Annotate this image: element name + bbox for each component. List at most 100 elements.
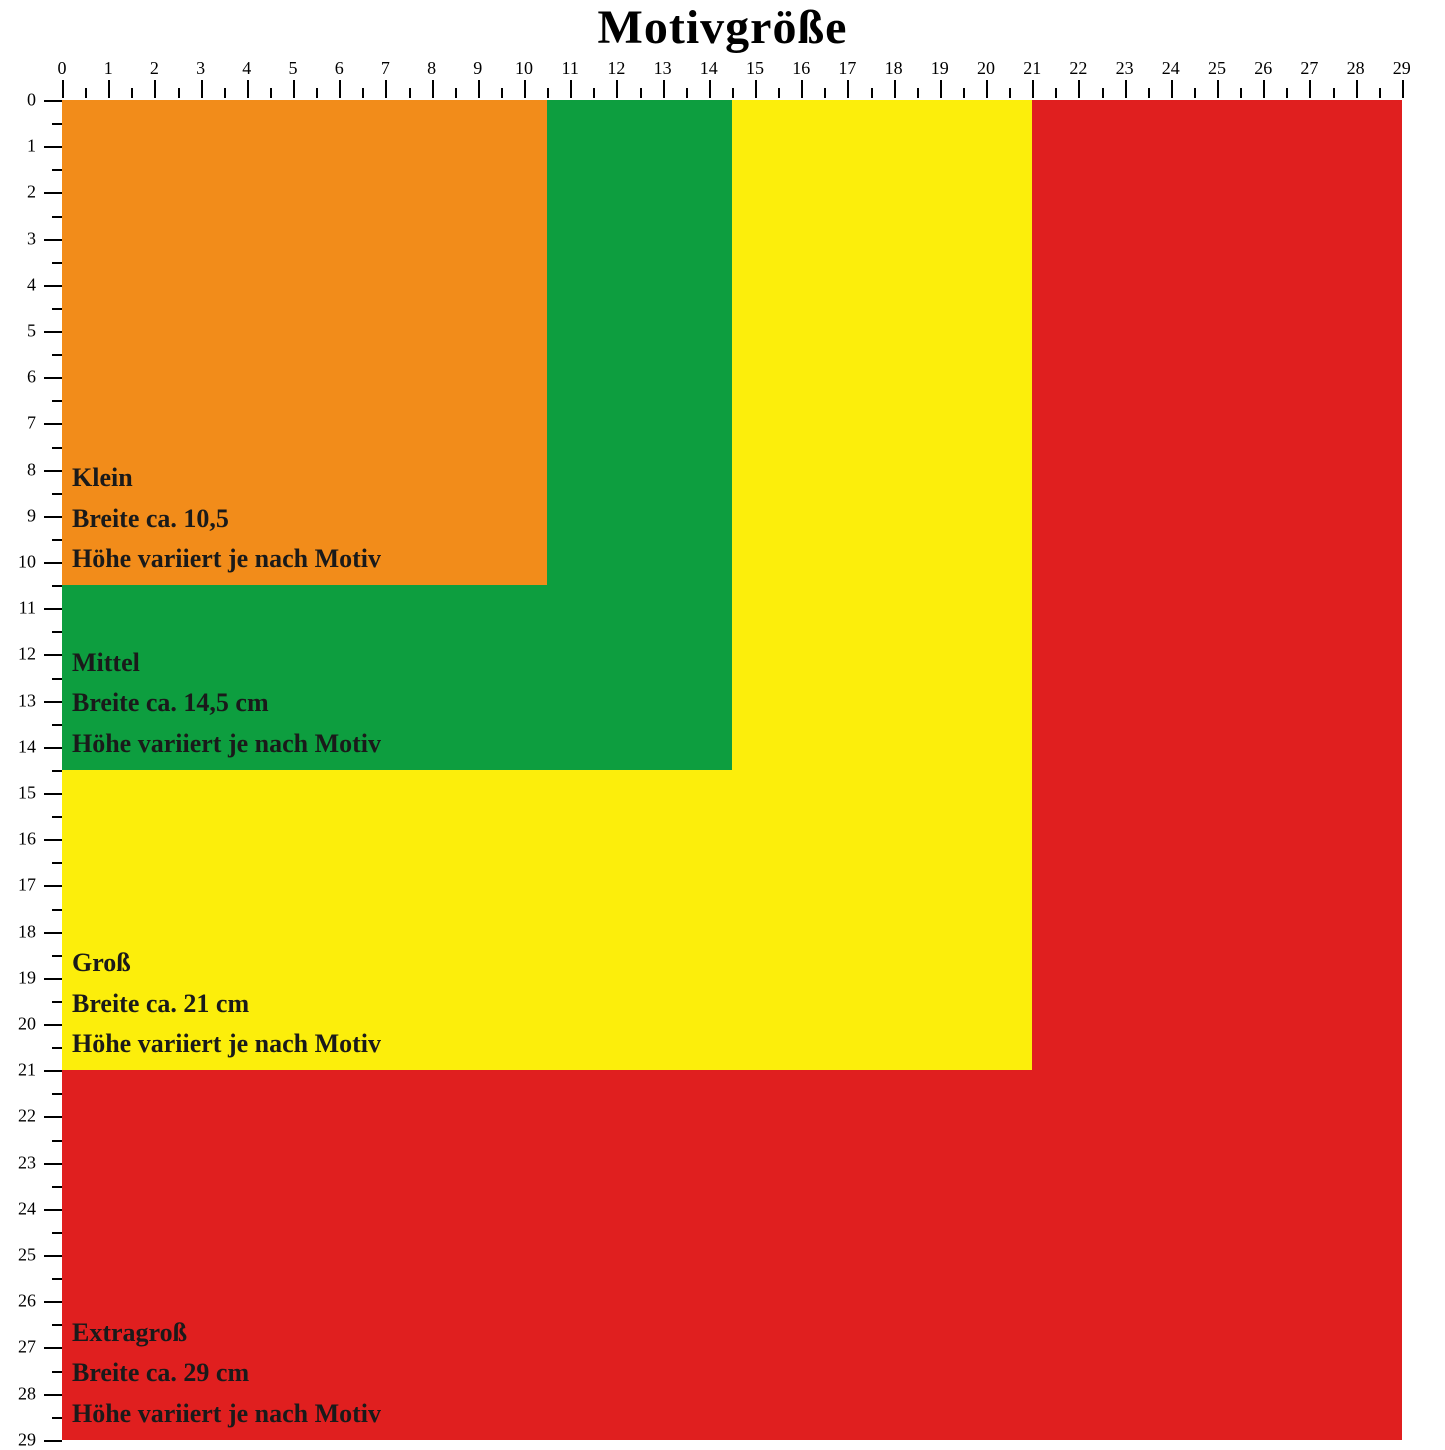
ruler-top-tick <box>293 80 295 98</box>
size-box-label: ExtragroßBreite ca. 29 cmHöhe variiert j… <box>72 1313 381 1434</box>
ruler-top-minor-tick <box>871 88 873 98</box>
ruler-top-label: 26 <box>1254 58 1272 79</box>
size-box-klein: KleinBreite ca. 10,5Höhe variiert je nac… <box>62 100 547 585</box>
ruler-top-label: 2 <box>150 58 159 79</box>
ruler-top-minor-tick <box>778 88 780 98</box>
ruler-left-minor-tick <box>52 1186 62 1188</box>
ruler-top-label: 8 <box>427 58 436 79</box>
ruler-top-label: 14 <box>700 58 718 79</box>
ruler-left-label: 27 <box>18 1337 36 1358</box>
ruler-top-tick <box>1171 80 1173 98</box>
ruler-top-label: 28 <box>1347 58 1365 79</box>
ruler-top-label: 10 <box>515 58 533 79</box>
ruler-left-minor-tick <box>52 678 62 680</box>
ruler-top-tick <box>524 80 526 98</box>
size-label-title: Klein <box>72 458 381 498</box>
ruler-top-minor-tick <box>362 88 364 98</box>
ruler-left-label: 11 <box>19 598 36 619</box>
ruler-left-label: 10 <box>18 552 36 573</box>
ruler-top-tick <box>1032 80 1034 98</box>
ruler-left-label: 6 <box>27 367 36 388</box>
ruler-left-label: 9 <box>27 505 36 526</box>
ruler-left-tick <box>44 1255 62 1257</box>
ruler-top-minor-tick <box>1102 88 1104 98</box>
ruler-left-tick <box>44 1209 62 1211</box>
ruler-top-tick <box>478 80 480 98</box>
ruler-left-minor-tick <box>52 1324 62 1326</box>
ruler-left-tick <box>44 1024 62 1026</box>
size-box-label: GroßBreite ca. 21 cmHöhe variiert je nac… <box>72 943 381 1064</box>
ruler-left-minor-tick <box>52 169 62 171</box>
ruler-left-tick <box>44 1163 62 1165</box>
ruler-top-tick <box>108 80 110 98</box>
ruler-top-tick <box>154 80 156 98</box>
ruler-top-minor-tick <box>1379 88 1381 98</box>
ruler-left-label: 26 <box>18 1291 36 1312</box>
ruler-left-minor-tick <box>52 955 62 957</box>
ruler-left-label: 21 <box>18 1060 36 1081</box>
ruler-left-minor-tick <box>52 585 62 587</box>
ruler-left-label: 4 <box>27 274 36 295</box>
ruler-left-minor-tick <box>52 816 62 818</box>
ruler-top-tick <box>1356 80 1358 98</box>
ruler-left-minor-tick <box>52 539 62 541</box>
ruler-left-label: 19 <box>18 967 36 988</box>
ruler-top-minor-tick <box>270 88 272 98</box>
ruler-top-label: 19 <box>931 58 949 79</box>
ruler-top-tick <box>940 80 942 98</box>
ruler-left-label: 13 <box>18 690 36 711</box>
ruler-top-label: 17 <box>838 58 856 79</box>
ruler-top-minor-tick <box>501 88 503 98</box>
ruler-top-label: 5 <box>289 58 298 79</box>
ruler-top-label: 27 <box>1300 58 1318 79</box>
ruler-top-minor-tick <box>455 88 457 98</box>
ruler-top-minor-tick <box>1009 88 1011 98</box>
ruler-top-minor-tick <box>1148 88 1150 98</box>
ruler-top-tick <box>201 80 203 98</box>
ruler-top-minor-tick <box>409 88 411 98</box>
ruler-top-minor-tick <box>917 88 919 98</box>
size-label-title: Mittel <box>72 643 381 683</box>
ruler-left-label: 7 <box>27 413 36 434</box>
ruler-left-tick <box>44 701 62 703</box>
ruler-left-label: 17 <box>18 875 36 896</box>
ruler-left-tick <box>44 885 62 887</box>
ruler-top-tick <box>755 80 757 98</box>
ruler-top-label: 16 <box>792 58 810 79</box>
ruler-left-minor-tick <box>52 724 62 726</box>
ruler-left-tick <box>44 516 62 518</box>
ruler-left-label: 14 <box>18 736 36 757</box>
ruler-left-label: 2 <box>27 182 36 203</box>
ruler-top-minor-tick <box>686 88 688 98</box>
ruler-left-tick <box>44 377 62 379</box>
ruler-left-tick <box>44 793 62 795</box>
ruler-left-tick <box>44 747 62 749</box>
ruler-top-tick <box>432 80 434 98</box>
ruler-left-minor-tick <box>52 123 62 125</box>
ruler-left-label: 15 <box>18 783 36 804</box>
ruler-left-label: 16 <box>18 829 36 850</box>
ruler-top-minor-tick <box>732 88 734 98</box>
ruler-top-label: 15 <box>746 58 764 79</box>
ruler-top-label: 12 <box>607 58 625 79</box>
ruler-left-label: 29 <box>18 1429 36 1450</box>
ruler-top-minor-tick <box>1240 88 1242 98</box>
size-label-width: Breite ca. 10,5 <box>72 499 381 539</box>
ruler-top-label: 9 <box>473 58 482 79</box>
ruler-left-label: 3 <box>27 228 36 249</box>
ruler-left-minor-tick <box>52 631 62 633</box>
ruler-top-label: 3 <box>196 58 205 79</box>
ruler-top-label: 22 <box>1069 58 1087 79</box>
ruler-left-tick <box>44 978 62 980</box>
ruler-left-minor-tick <box>52 1001 62 1003</box>
size-box-label: KleinBreite ca. 10,5Höhe variiert je nac… <box>72 458 381 579</box>
ruler-top-minor-tick <box>316 88 318 98</box>
ruler-left-minor-tick <box>52 1047 62 1049</box>
size-label-height: Höhe variiert je nach Motiv <box>72 724 381 764</box>
ruler-top-minor-tick <box>593 88 595 98</box>
ruler-top-minor-tick <box>131 88 133 98</box>
ruler-left-tick <box>44 1301 62 1303</box>
ruler-top-label: 1 <box>104 58 113 79</box>
ruler-left-tick <box>44 1440 62 1442</box>
ruler-left-minor-tick <box>52 909 62 911</box>
